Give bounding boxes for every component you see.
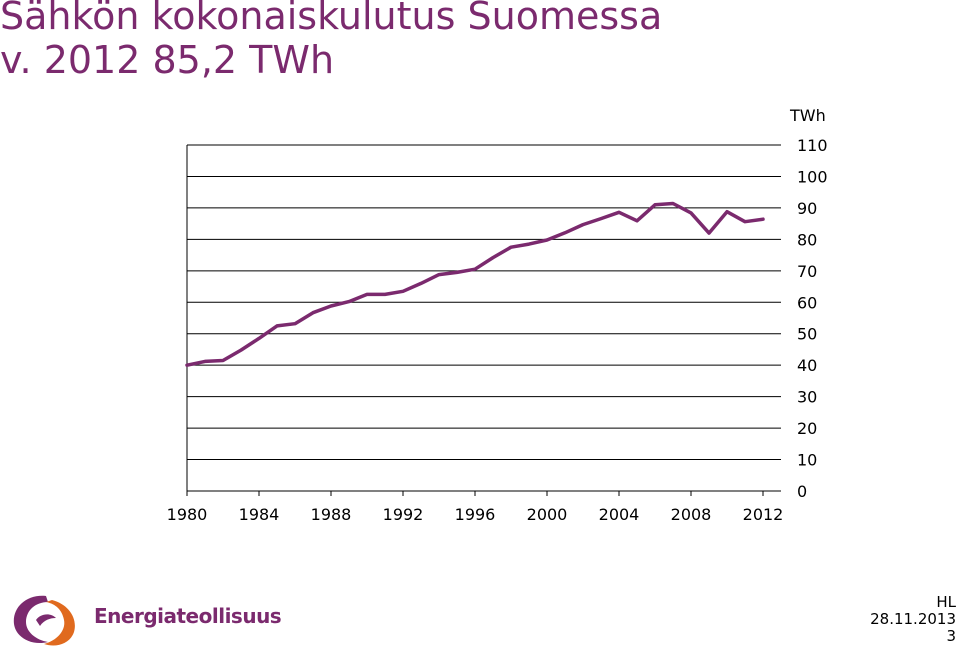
y-tick-label-110: 110 bbox=[797, 136, 828, 155]
x-tick-label-1992: 1992 bbox=[383, 505, 424, 524]
slide-title-line-2: v. 2012 85,2 TWh bbox=[0, 38, 335, 82]
y-tick-label-100: 100 bbox=[797, 167, 828, 186]
y-tick-label-70: 70 bbox=[797, 262, 817, 281]
series-line-0 bbox=[185, 201, 765, 367]
y-tick-label-40: 40 bbox=[797, 356, 817, 375]
slide-title-line-1: Sähkön kokonaiskulutus Suomessa bbox=[0, 0, 663, 38]
x-tick-label-2000: 2000 bbox=[527, 505, 568, 524]
logo-mark-icon bbox=[13, 595, 75, 646]
y-axis: 0 10 20 30 40 50 60 70 80 90 100 110 TWh bbox=[789, 106, 828, 501]
x-tick-label-2004: 2004 bbox=[599, 505, 640, 524]
y-axis-unit-label: TWh bbox=[789, 106, 826, 125]
series-layer bbox=[185, 201, 765, 367]
energiateollisuus-logo: Energiateollisuus bbox=[6, 590, 282, 648]
footer-page-number: 3 bbox=[946, 627, 956, 645]
x-tick-label-2008: 2008 bbox=[671, 505, 712, 524]
x-tick-label-1988: 1988 bbox=[311, 505, 352, 524]
y-tick-label-20: 20 bbox=[797, 419, 817, 438]
slide-footer: HL 28.11.2013 3 bbox=[870, 594, 956, 645]
gridlines bbox=[186, 144, 781, 491]
x-tick-label-1980: 1980 bbox=[167, 505, 208, 524]
y-tick-label-90: 90 bbox=[797, 199, 817, 218]
y-tick-label-10: 10 bbox=[797, 451, 817, 470]
y-tick-label-30: 30 bbox=[797, 388, 817, 407]
x-tick-label-1996: 1996 bbox=[455, 505, 496, 524]
x-tick-label-2012: 2012 bbox=[743, 505, 784, 524]
y-tick-label-0: 0 bbox=[797, 482, 807, 501]
y-tick-label-80: 80 bbox=[797, 230, 817, 249]
footer-date: 28.11.2013 bbox=[870, 610, 956, 628]
consumption-line-chart: 1980 1984 1988 1992 1996 2000 2004 2008 2012 0 10… bbox=[167, 106, 828, 524]
logo-wordmark: Energiateollisuus bbox=[94, 604, 282, 628]
x-tick-label-1984: 1984 bbox=[239, 505, 280, 524]
footer-author: HL bbox=[936, 593, 956, 611]
slide-title: Sähkön kokonaiskulutus Suomessa v. 2012 … bbox=[0, 0, 662, 82]
x-axis: 1980 1984 1988 1992 1996 2000 2004 2008 2012 bbox=[167, 490, 784, 524]
y-tick-label-60: 60 bbox=[797, 293, 817, 312]
y-tick-label-50: 50 bbox=[797, 325, 817, 344]
